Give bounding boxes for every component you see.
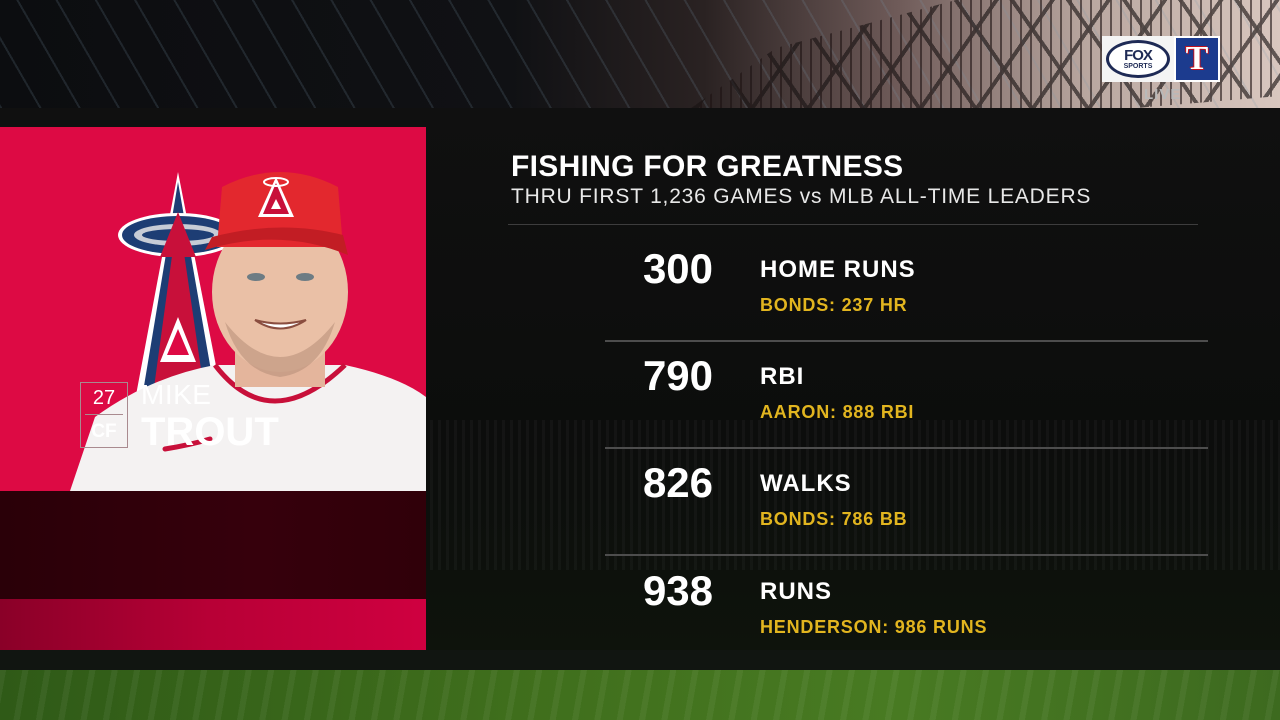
card-footer-stripe	[0, 599, 426, 650]
jersey-number: 27	[85, 383, 123, 415]
stat-row-home-runs: 300 HOME RUNS BONDS: 237 HR	[605, 235, 1208, 342]
stat-label: HOME RUNS	[760, 256, 916, 283]
stat-value: 938	[642, 567, 714, 614]
jersey-position-box: 27 CF	[80, 382, 128, 448]
player-card	[0, 127, 426, 650]
network-bug: FOX SPORTS T	[1102, 36, 1226, 82]
fox-sports-logo: FOX SPORTS	[1102, 36, 1174, 82]
stat-label: WALKS	[760, 470, 852, 497]
player-first-name: MIKE	[141, 379, 212, 410]
nameplate	[0, 491, 426, 599]
stat-value: 300	[642, 245, 714, 292]
bottom-band	[0, 650, 1280, 670]
rangers-t-icon: T	[1176, 38, 1218, 80]
stat-row-rbi: 790 RBI AARON: 888 RBI	[605, 342, 1208, 449]
stat-comparison: BONDS: 237 HR	[760, 295, 908, 315]
fox-logo-text: FOX	[1124, 47, 1153, 64]
sports-logo-text: SPORTS	[1123, 63, 1153, 70]
stat-comparison: BONDS: 786 BB	[760, 509, 908, 529]
stat-value: 826	[642, 459, 714, 506]
rangers-logo: T	[1174, 36, 1220, 82]
player-headshot	[70, 172, 426, 491]
outfield-grass	[0, 670, 1280, 720]
stat-row-walks: 826 WALKS BONDS: 786 BB	[605, 449, 1208, 556]
stat-comparison: HENDERSON: 986 RUNS	[760, 617, 988, 637]
stat-comparison: AARON: 888 RBI	[760, 402, 915, 422]
graphic-subtitle: THRU FIRST 1,236 GAMES vs MLB ALL-TIME L…	[511, 185, 1092, 208]
stat-label: RUNS	[760, 578, 833, 605]
row-divider	[605, 447, 1208, 449]
title-divider	[508, 224, 1198, 225]
fox-sports-oval-icon: FOX SPORTS	[1106, 40, 1170, 78]
stands-background	[430, 420, 1280, 570]
row-divider	[605, 340, 1208, 342]
stat-label: RBI	[760, 363, 805, 390]
player-position: CF	[91, 421, 117, 442]
row-divider	[605, 554, 1208, 556]
stat-value: 790	[642, 352, 714, 399]
stat-row-runs: 938 RUNS HENDERSON: 986 RUNS	[605, 557, 1208, 664]
player-last-name: TROUT	[141, 410, 279, 454]
graphic-title: FISHING FOR GREATNESS	[511, 150, 904, 183]
live-indicator: LIVE	[1144, 86, 1182, 103]
